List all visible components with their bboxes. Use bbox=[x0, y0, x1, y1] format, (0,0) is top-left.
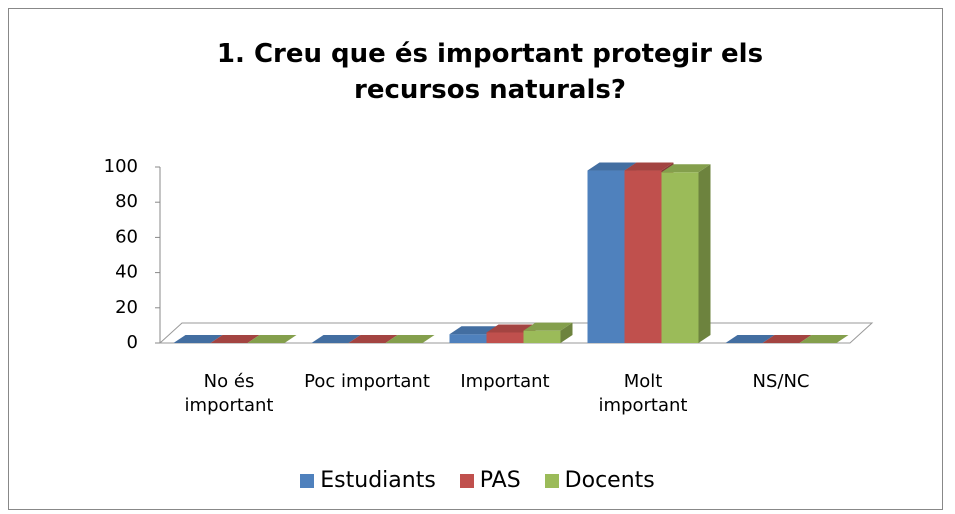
legend-swatch bbox=[544, 473, 559, 488]
y-tick-label: 100 bbox=[104, 156, 138, 177]
legend: Estudiants PAS Docents bbox=[0, 468, 955, 493]
chart-title: 1. Creu que és important protegir els re… bbox=[216, 39, 764, 105]
bar bbox=[523, 322, 573, 343]
legend-label: Estudiants bbox=[320, 468, 436, 493]
y-tick-label: 40 bbox=[115, 262, 138, 283]
bar bbox=[173, 335, 223, 343]
x-tick-label: No és important bbox=[184, 371, 274, 416]
bar-top bbox=[523, 322, 573, 331]
y-tick-label: 20 bbox=[115, 297, 138, 318]
bar-top bbox=[348, 335, 398, 343]
bar-top bbox=[762, 335, 812, 343]
legend-label: Docents bbox=[564, 468, 655, 493]
legend-label: PAS bbox=[479, 468, 521, 493]
bar-top bbox=[210, 335, 260, 343]
bar-front bbox=[661, 172, 699, 343]
bar bbox=[661, 164, 711, 343]
y-tick-label: 60 bbox=[115, 226, 138, 247]
bar-top bbox=[311, 335, 361, 343]
legend-swatch bbox=[459, 473, 474, 488]
bar bbox=[247, 335, 297, 343]
x-tick-label: Poc important bbox=[304, 371, 430, 392]
bar bbox=[799, 335, 849, 343]
bar-top bbox=[661, 164, 711, 173]
legend-swatch bbox=[300, 473, 315, 488]
bar bbox=[210, 335, 260, 343]
x-tick-label: Molt important bbox=[598, 371, 688, 416]
bar bbox=[348, 335, 398, 343]
bar-front bbox=[523, 330, 561, 343]
bar bbox=[725, 335, 775, 343]
x-tick-label: NS/NC bbox=[752, 371, 810, 392]
legend-item: Estudiants bbox=[300, 468, 436, 493]
bar-top bbox=[725, 335, 775, 343]
bar bbox=[762, 335, 812, 343]
bar-top bbox=[173, 335, 223, 343]
x-tick-label: Important bbox=[460, 371, 550, 392]
legend-item: PAS bbox=[459, 468, 521, 493]
y-tick-label: 80 bbox=[115, 191, 138, 212]
bar-front bbox=[486, 332, 524, 343]
bar-side bbox=[560, 322, 573, 343]
bar-front bbox=[624, 170, 662, 343]
bar bbox=[311, 335, 361, 343]
legend-item: Docents bbox=[544, 468, 655, 493]
bar-top bbox=[587, 162, 637, 171]
bar-side bbox=[698, 164, 711, 343]
bar-top bbox=[247, 335, 297, 343]
bar-top bbox=[624, 162, 674, 171]
bar-front bbox=[587, 170, 625, 343]
bar bbox=[385, 335, 435, 343]
bar-front bbox=[449, 334, 487, 343]
bar-top bbox=[385, 335, 435, 343]
bar-top bbox=[486, 324, 536, 333]
y-tick-label: 0 bbox=[127, 332, 138, 353]
bar-top bbox=[799, 335, 849, 343]
bar-top bbox=[449, 326, 499, 335]
chart-frame bbox=[8, 8, 943, 510]
